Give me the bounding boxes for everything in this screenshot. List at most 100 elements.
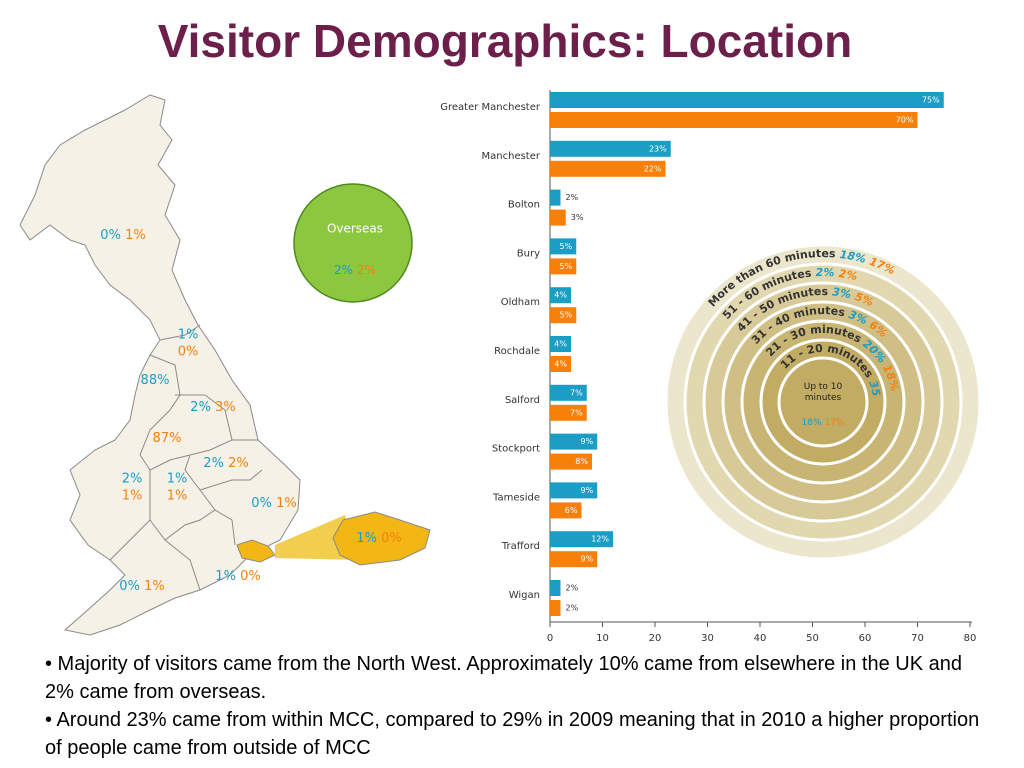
blue-value: 2% [190, 400, 211, 415]
ring-center [777, 356, 869, 448]
blue-value: 2% [334, 263, 353, 277]
blue-value: 18% [802, 418, 822, 428]
bar-value-label: 8% [575, 457, 588, 466]
blue-value: 2% [815, 266, 834, 279]
uk-outline [19, 94, 301, 636]
y-tick-label: Salford [505, 395, 540, 406]
x-tick-label: 40 [754, 633, 767, 644]
y-tick-label: Manchester [482, 151, 541, 162]
bar [550, 160, 666, 177]
map-label: 1% 0% [356, 531, 401, 546]
bar-value-label: 5% [560, 311, 573, 320]
map-label: 0% 1% [251, 496, 296, 511]
london-zoom [332, 511, 431, 566]
bar [550, 404, 587, 421]
orange-value: 0% [240, 569, 261, 584]
bar [550, 580, 561, 596]
x-tick-label: 60 [859, 633, 872, 644]
overseas-label: Overseas [327, 222, 383, 236]
bar-value-label: 22% [644, 164, 662, 173]
bar-value-label: 12% [591, 535, 609, 544]
bar [550, 112, 918, 128]
map-label: 2% 2% [334, 263, 376, 277]
y-tick-label: Greater Manchester [440, 102, 541, 113]
orange-value: 3% [215, 400, 236, 415]
figure: 0% 1%1%0%88%2% 3%87%2% 2%2%1%1%1% 0% 1%1%… [0, 0, 982, 644]
bar-value-label: 3% [571, 213, 584, 222]
orange-value: 34% [0, 0, 6, 3]
map-label: 18% 17% [802, 418, 845, 428]
bar-value-label: 75% [922, 96, 940, 105]
y-tick-label: Stockport [492, 444, 540, 455]
orange-value: 0% [381, 531, 402, 546]
bar [550, 258, 577, 275]
blue-value: 88% [141, 373, 170, 388]
y-tick-label: Rochdale [494, 346, 540, 357]
orange-value: 2% [357, 263, 376, 277]
bar-value-label: 6% [565, 506, 578, 515]
blue-value: 1% [215, 569, 236, 584]
slide-title: Visitor Demographics: Location [157, 15, 853, 67]
blue-value: 2% [203, 456, 224, 471]
map-label: 88% [141, 373, 170, 388]
bar [550, 453, 592, 470]
x-tick-label: 80 [964, 633, 977, 644]
y-tick-label: Tameside [492, 492, 540, 503]
blue-value: 0% [119, 579, 140, 594]
blue-value: 18% [839, 248, 868, 266]
bar [550, 384, 587, 401]
bar [550, 307, 577, 324]
bar [550, 531, 613, 548]
bar [550, 336, 571, 352]
map-label: 0% 1% [100, 228, 145, 243]
uk-map [19, 94, 431, 636]
bar-value-label: 9% [581, 437, 594, 446]
bar-value-label: 2% [566, 604, 579, 613]
x-tick-label: 70 [911, 633, 924, 644]
bar-value-label: 9% [581, 486, 594, 495]
orange-value: 1% [276, 496, 297, 511]
bar [550, 600, 561, 616]
bar [550, 356, 571, 372]
orange-value: 1% [144, 579, 165, 594]
y-tick-label: Bury [517, 248, 540, 259]
blue-value: 0% [251, 496, 272, 511]
center-label: Up to 10 minutes [803, 382, 843, 403]
blue-value: 0% [100, 228, 121, 243]
orange-value: 87% [153, 431, 182, 446]
bar [550, 287, 571, 304]
bar-value-label: 5% [560, 262, 573, 271]
y-tick-label: Trafford [501, 541, 540, 552]
bar [550, 238, 577, 255]
x-tick-label: 50 [806, 633, 819, 644]
x-tick-label: 0 [547, 633, 553, 644]
bar [550, 209, 566, 226]
bar-value-label: 7% [570, 388, 583, 397]
bar-value-label: 7% [570, 408, 583, 417]
bar-value-label: 4% [554, 291, 567, 300]
y-tick-label: Oldham [501, 297, 540, 308]
bar [550, 482, 598, 499]
bar [550, 502, 582, 519]
region-borders [109, 324, 263, 591]
bar-value-label: 2% [566, 193, 579, 202]
orange-value: 2% [228, 456, 249, 471]
map-label: 0% [178, 345, 199, 360]
bar-value-label: 4% [554, 340, 567, 349]
bar [550, 189, 561, 206]
map-label: 87% [153, 431, 182, 446]
x-tick-label: 30 [701, 633, 714, 644]
y-tick-label: Wigan [509, 590, 540, 601]
map-label: 1% [122, 489, 143, 504]
bullet: • Around 23% came from within MCC, compa… [45, 709, 980, 759]
y-tick-label: Bolton [508, 200, 540, 211]
map-label: 1% [178, 328, 199, 343]
map-label: 1% [167, 489, 188, 504]
bar [550, 140, 671, 157]
overseas-circle [293, 183, 413, 303]
orange-value: 17% [824, 418, 844, 428]
x-tick-label: 10 [596, 633, 609, 644]
bullet: • Majority of visitors came from the Nor… [45, 653, 962, 703]
map-label: 2% 3% [190, 400, 235, 415]
